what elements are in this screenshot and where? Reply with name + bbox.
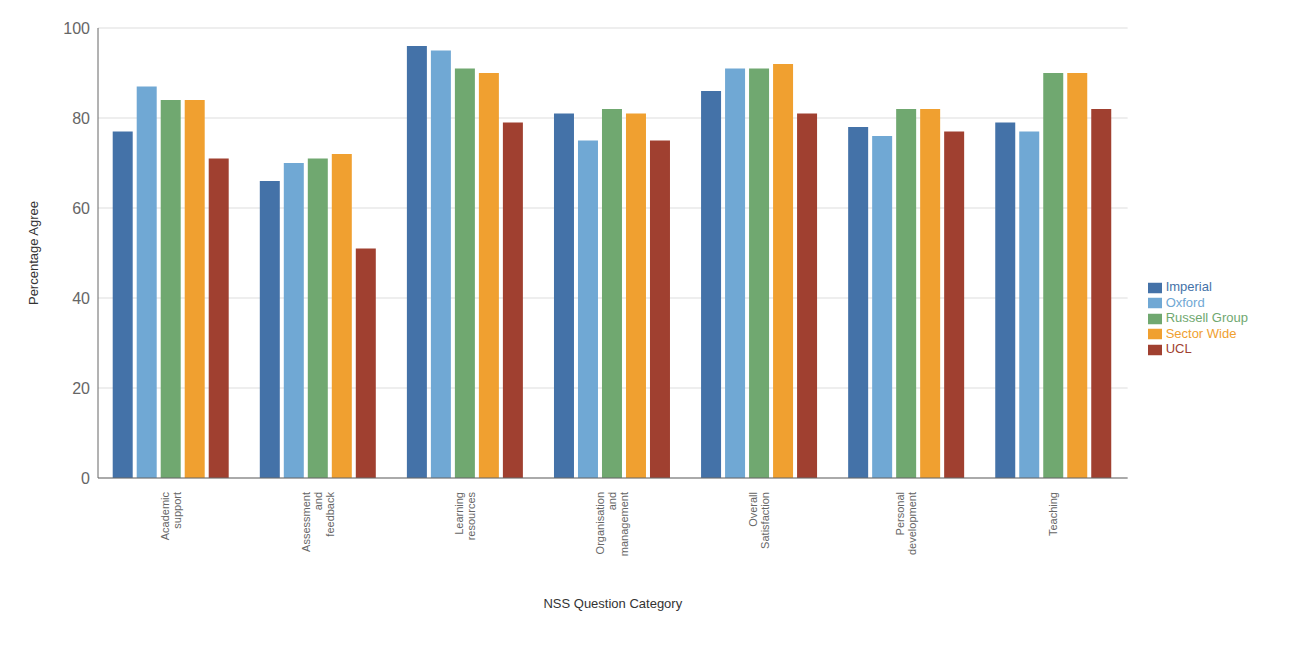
svg-text:20: 20 [72,380,90,397]
html-text:Russell Group: Russell Group [1165,310,1248,326]
svg-text:Teaching: Teaching [1047,492,1059,536]
svg-text:Personaldevelopment: Personaldevelopment [894,492,918,555]
svg-text:0: 0 [81,470,90,487]
svg-text:Learningresources: Learningresources [453,492,477,541]
html-text:Imperial: Imperial [1165,279,1212,295]
svg-text:100: 100 [63,20,90,37]
html-text:Sector Wide: Sector Wide [1165,325,1237,341]
svg-text:Assessmentandfeedback: Assessmentandfeedback [300,492,336,552]
svg-text:60: 60 [72,200,90,217]
svg-text:80: 80 [72,110,90,127]
svg-text:Percentage Agree: Percentage Agree [26,201,41,305]
svg-text:Academicsupport: Academicsupport [158,492,182,541]
svg-text:NSS Question Category: NSS Question Category [543,596,682,611]
svg-text:40: 40 [72,290,90,307]
html-text:UCL: UCL [1165,341,1192,357]
html-text:Oxford: Oxford [1165,294,1205,310]
svg-text:OverallSatisfaction: OverallSatisfaction [747,492,771,549]
svg-text:Organisationandmanagement: Organisationandmanagement [594,492,630,556]
